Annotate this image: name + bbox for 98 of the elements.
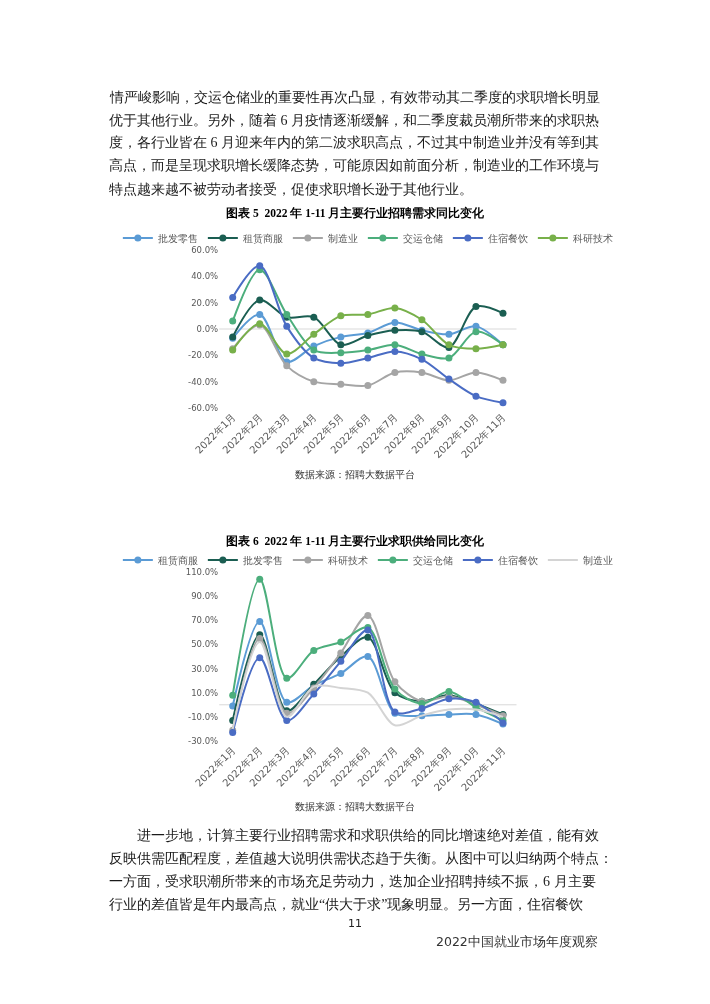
point — [256, 296, 264, 304]
point — [256, 654, 264, 662]
point — [391, 341, 399, 349]
point — [472, 710, 480, 718]
legend-label: 科研技术 — [572, 232, 613, 244]
point — [283, 674, 291, 682]
y-tick-label: -60.0% — [188, 402, 219, 413]
point — [391, 678, 399, 686]
legend-label: 批发零售 — [157, 232, 198, 244]
y-tick-label: 110.0% — [185, 566, 219, 577]
text: 2022中国就业市场年度观察 — [436, 934, 598, 949]
point — [337, 669, 345, 677]
point — [364, 633, 372, 641]
point — [310, 690, 318, 698]
point — [337, 638, 345, 646]
legend-label: 批发零售 — [242, 554, 283, 566]
legend-label: 制造业 — [327, 232, 358, 244]
legend-label: 住宿餐饮 — [487, 232, 528, 244]
point — [445, 710, 453, 718]
y-tick-label: 20.0% — [191, 297, 219, 308]
legend-label: 租赁商服 — [242, 232, 283, 244]
legend-label: 科研技术 — [327, 554, 368, 566]
point — [337, 649, 345, 657]
point — [391, 347, 399, 355]
point — [364, 653, 372, 660]
point — [283, 362, 291, 370]
point — [391, 326, 399, 334]
point — [391, 685, 399, 693]
point — [337, 657, 345, 665]
point — [337, 349, 345, 357]
point — [418, 316, 426, 324]
y-tick-label: 10.0% — [191, 687, 219, 698]
point — [364, 354, 372, 362]
y-tick-label: -20.0% — [188, 350, 219, 361]
point — [391, 368, 399, 376]
y-tick-label: 60.0% — [191, 244, 219, 255]
point — [472, 345, 480, 353]
y-tick-label: 30.0% — [191, 663, 219, 674]
point — [337, 333, 345, 341]
point — [364, 611, 372, 619]
point — [418, 704, 426, 712]
y-tick-label: -40.0% — [188, 376, 219, 387]
y-tick-label: 90.0% — [191, 591, 219, 602]
point — [283, 698, 291, 706]
legend-label: 租赁商服 — [157, 554, 198, 566]
point — [445, 330, 453, 338]
text: 情严峻影响，交运仓储业的重要性再次凸显，有效带动其二季度的求职增长明显优于其他行业。另外，随着 6 月疫情逐渐缓解，和二季度裁员潮所带来的求职热度，各行业皆在 6 月迎来年内的第二波求职高点，不过其中制造业并没有等到其高点，而是呈现求职增长缓降态势，可能原因如前面分析，制造业的工作环境与特点越来越不被劳动者接受，促使求职增长逊于其他行业。 — [109, 90, 600, 197]
point — [499, 376, 507, 384]
y-tick-label: 50.0% — [191, 639, 219, 650]
legend-label: 交运仓储 — [412, 554, 453, 566]
point — [472, 368, 480, 376]
point — [256, 575, 264, 583]
point — [310, 313, 318, 321]
y-tick-label: 0.0% — [196, 323, 219, 334]
y-tick-label: -30.0% — [188, 735, 219, 746]
point — [418, 368, 426, 376]
point — [310, 354, 318, 362]
point — [337, 312, 345, 320]
source-note: 数据来源：招聘大数据平台 — [295, 801, 415, 812]
point — [310, 378, 318, 386]
point — [472, 392, 480, 400]
legend-label: 住宿餐饮 — [497, 554, 538, 566]
point — [256, 262, 264, 270]
point — [391, 318, 399, 326]
point — [499, 309, 507, 317]
source-note: 数据来源：招聘大数据平台 — [295, 469, 415, 480]
text: 进一步地，计算主要行业招聘需求和求职供给的同比增速绝对差值，能有效反映供需匹配程度，差值越大说明供需状态趋于失衡。从图中可以归纳两个特点：一方面，受求职潮所带来的市场充足劳动力，迭加企业招聘持续不振，6 月主要行业的差值皆是年内最高点，就业“供大于求”现象明显。另一方面，住宿餐饮 — [109, 828, 613, 912]
point — [229, 691, 237, 699]
chart-title: 图表 5 2022 年 1-11 月主要行业招聘需求同比变化 — [226, 206, 486, 219]
legend-label: 制造业 — [582, 554, 613, 566]
text: 11 — [348, 917, 362, 930]
point — [310, 346, 318, 354]
point — [283, 716, 291, 724]
point — [256, 617, 264, 625]
point — [418, 355, 426, 363]
point — [337, 341, 345, 349]
point — [337, 359, 345, 367]
chart-title: 图表 6 2022 年 1-11 月主要行业求职供给同比变化 — [226, 534, 486, 548]
point — [499, 399, 507, 407]
y-tick-label: 40.0% — [191, 271, 219, 282]
point — [391, 304, 399, 312]
point — [364, 346, 372, 354]
point — [472, 328, 480, 336]
y-tick-label: -10.0% — [188, 711, 219, 722]
y-tick-label: 70.0% — [191, 615, 219, 626]
point — [283, 322, 291, 330]
point — [256, 311, 264, 319]
point — [364, 311, 372, 319]
point — [472, 303, 480, 311]
point — [364, 382, 372, 390]
legend-label: 交运仓储 — [402, 232, 443, 244]
point — [229, 293, 237, 301]
point — [445, 354, 453, 362]
point — [283, 350, 291, 358]
point — [337, 380, 345, 388]
point — [310, 330, 318, 338]
point — [229, 317, 237, 325]
point — [310, 646, 318, 654]
